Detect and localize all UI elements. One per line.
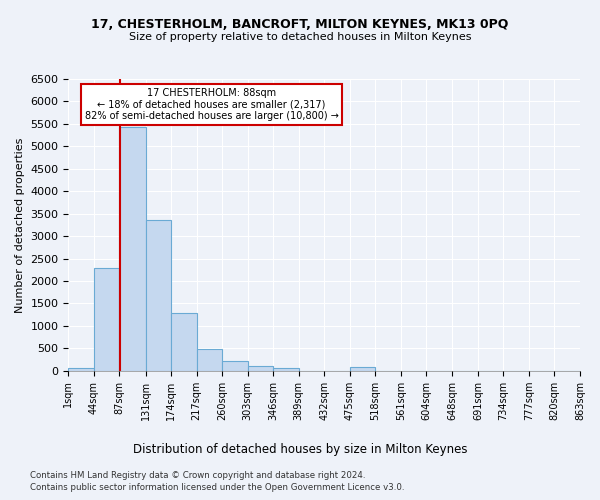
Bar xyxy=(248,366,273,371)
Bar xyxy=(94,268,119,371)
Y-axis label: Number of detached properties: Number of detached properties xyxy=(15,137,25,312)
Bar xyxy=(171,313,197,371)
Bar xyxy=(197,349,222,371)
Bar xyxy=(68,368,94,371)
Bar xyxy=(146,220,171,371)
Bar xyxy=(119,127,146,371)
Text: 17, CHESTERHOLM, BANCROFT, MILTON KEYNES, MK13 0PQ: 17, CHESTERHOLM, BANCROFT, MILTON KEYNES… xyxy=(91,18,509,30)
Text: 17 CHESTERHOLM: 88sqm
← 18% of detached houses are smaller (2,317)
82% of semi-d: 17 CHESTERHOLM: 88sqm ← 18% of detached … xyxy=(85,88,338,121)
Text: Size of property relative to detached houses in Milton Keynes: Size of property relative to detached ho… xyxy=(129,32,471,42)
Text: Contains public sector information licensed under the Open Government Licence v3: Contains public sector information licen… xyxy=(30,484,404,492)
Text: Distribution of detached houses by size in Milton Keynes: Distribution of detached houses by size … xyxy=(133,442,467,456)
Bar xyxy=(350,368,375,371)
Text: Contains HM Land Registry data © Crown copyright and database right 2024.: Contains HM Land Registry data © Crown c… xyxy=(30,471,365,480)
Bar xyxy=(273,368,299,371)
Bar xyxy=(222,361,248,371)
